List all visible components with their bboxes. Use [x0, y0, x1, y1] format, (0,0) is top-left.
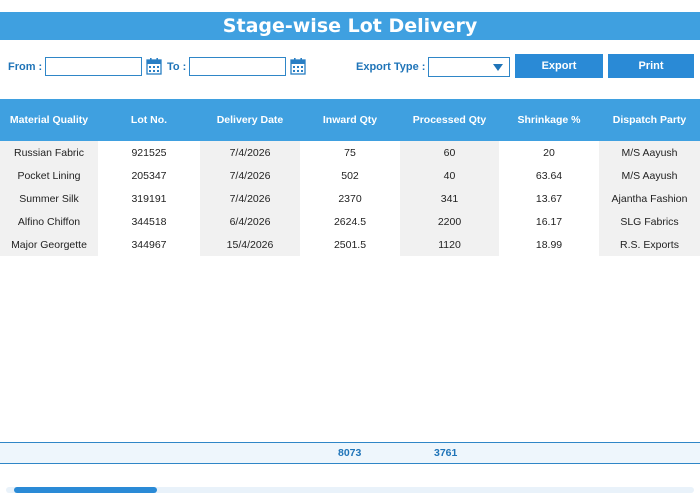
- page-title: Stage-wise Lot Delivery: [0, 12, 700, 40]
- horizontal-scrollbar-thumb[interactable]: [14, 487, 157, 493]
- table-cell: M/S Aayush: [599, 164, 700, 187]
- table-cell: 2624.5: [333, 215, 367, 228]
- header-delivery-date[interactable]: Delivery Date: [200, 99, 300, 141]
- table-cell: R.S. Exports: [599, 233, 700, 256]
- table-cell: Summer Silk: [0, 187, 98, 210]
- from-date-field[interactable]: [45, 57, 142, 76]
- total-inward-qty: 8073: [338, 447, 362, 459]
- table-cell: SLG Fabrics: [599, 210, 700, 233]
- table-cell: 2200: [400, 210, 499, 233]
- table-cell: 20: [543, 146, 555, 159]
- table-header-row: Material Quality Lot No. Delivery Date I…: [0, 99, 700, 141]
- table-cell: 319191: [131, 192, 167, 205]
- table-row[interactable]: Russian Fabric 921525 7/4/2026 75 60 20 …: [0, 141, 700, 164]
- table-row[interactable]: Major Georgette 344967 15/4/2026 2501.5 …: [0, 233, 700, 256]
- header-processed-qty[interactable]: Processed Qty: [400, 99, 499, 141]
- export-type-label: Export Type :: [356, 61, 426, 73]
- table-row[interactable]: Pocket Lining 205347 7/4/2026 502 40 63.…: [0, 164, 700, 187]
- table-row[interactable]: Alfino Chiffon 344518 6/4/2026 2624.5 22…: [0, 210, 700, 233]
- table-cell: 16.17: [535, 215, 563, 228]
- table-cell: Ajantha Fashion: [599, 187, 700, 210]
- chevron-down-icon: [493, 64, 503, 71]
- table-cell: 205347: [131, 169, 167, 182]
- totals-divider: [0, 463, 700, 464]
- table-cell: M/S Aayush: [599, 141, 700, 164]
- calendar-icon[interactable]: [290, 57, 306, 75]
- table-cell: Major Georgette: [0, 233, 98, 256]
- table-cell: 7/4/2026: [200, 141, 300, 164]
- table-row[interactable]: Summer Silk 319191 7/4/2026 2370 341 13.…: [0, 187, 700, 210]
- totals-divider: [0, 442, 700, 443]
- print-button[interactable]: Print: [608, 54, 694, 78]
- to-label: To :: [167, 61, 187, 73]
- table-cell: 15/4/2026: [200, 233, 300, 256]
- table-cell: 18.99: [535, 238, 563, 251]
- table-cell: 6/4/2026: [200, 210, 300, 233]
- total-processed-qty: 3761: [434, 447, 458, 459]
- header-dispatch-party[interactable]: Dispatch Party: [599, 99, 700, 141]
- totals-bar: [0, 443, 700, 463]
- lot-delivery-table: Material Quality Lot No. Delivery Date I…: [0, 99, 700, 256]
- export-type-select[interactable]: [428, 57, 510, 77]
- table-cell: Alfino Chiffon: [0, 210, 98, 233]
- table-cell: 1120: [400, 233, 499, 256]
- table-cell: 344967: [131, 238, 167, 251]
- table-cell: 921525: [131, 146, 167, 159]
- table-cell: 7/4/2026: [200, 187, 300, 210]
- table-cell: 502: [341, 169, 359, 182]
- header-material-quality[interactable]: Material Quality: [0, 99, 98, 141]
- horizontal-scrollbar-track[interactable]: [6, 487, 694, 493]
- from-label: From :: [8, 61, 43, 73]
- table-cell: 75: [344, 146, 356, 159]
- table-cell: 341: [400, 187, 499, 210]
- calendar-icon[interactable]: [146, 57, 162, 75]
- table-cell: Russian Fabric: [0, 141, 98, 164]
- table-cell: 60: [400, 141, 499, 164]
- table-cell: 2370: [338, 192, 362, 205]
- table-cell: Pocket Lining: [0, 164, 98, 187]
- table-cell: 40: [400, 164, 499, 187]
- header-inward-qty[interactable]: Inward Qty: [300, 99, 400, 141]
- export-button[interactable]: Export: [515, 54, 603, 78]
- table-cell: 7/4/2026: [200, 164, 300, 187]
- table-cell: 63.64: [535, 169, 563, 182]
- to-date-field[interactable]: [189, 57, 286, 76]
- table-cell: 13.67: [535, 192, 563, 205]
- header-shrinkage[interactable]: Shrinkage %: [499, 99, 599, 141]
- table-cell: 2501.5: [333, 238, 367, 251]
- header-lot-no[interactable]: Lot No.: [98, 99, 200, 141]
- table-cell: 344518: [131, 215, 167, 228]
